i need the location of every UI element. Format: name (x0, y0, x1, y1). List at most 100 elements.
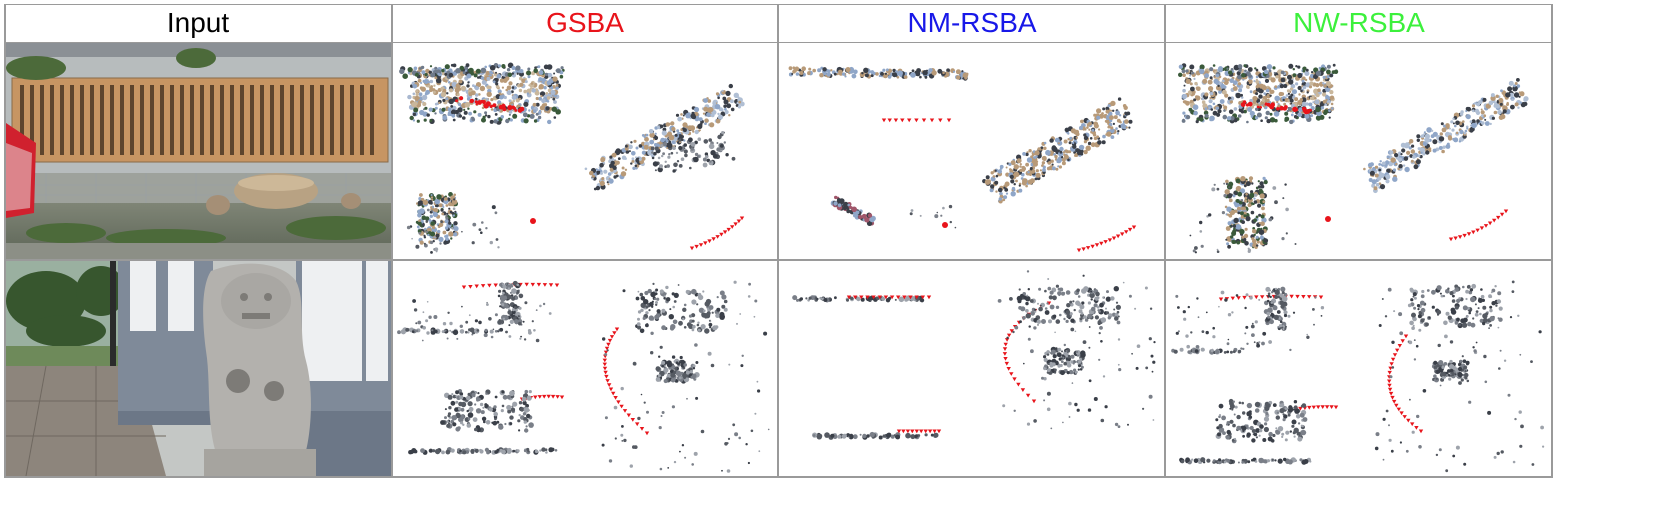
point (807, 71, 811, 76)
point (1498, 306, 1503, 311)
point (514, 319, 519, 325)
point (1274, 118, 1278, 123)
point (1244, 199, 1248, 203)
point (1246, 120, 1249, 124)
recon-lion-nw-rsba (1166, 261, 1552, 476)
point (472, 417, 478, 422)
point (1034, 150, 1040, 156)
point (1237, 461, 1240, 464)
point (1519, 444, 1523, 448)
point (1059, 150, 1063, 154)
point (1413, 164, 1419, 170)
point (487, 114, 491, 119)
point (660, 415, 663, 417)
point (1502, 105, 1508, 111)
point (668, 153, 671, 156)
point (1384, 160, 1390, 165)
point (667, 467, 670, 469)
point (733, 92, 739, 98)
camera-pose-marker (1004, 338, 1010, 342)
point (480, 99, 484, 103)
point (1004, 188, 1009, 192)
point (1222, 89, 1227, 95)
point (1116, 320, 1121, 325)
point (1208, 213, 1212, 217)
point (1294, 408, 1300, 414)
point (1412, 292, 1417, 297)
point (1134, 307, 1137, 310)
point (456, 93, 460, 97)
point (1489, 308, 1493, 313)
point (1060, 155, 1064, 159)
camera-pose-marker (902, 295, 907, 300)
point (1185, 69, 1189, 73)
point (606, 181, 609, 184)
point (1090, 290, 1093, 293)
camera-pose-marker (694, 244, 699, 249)
camera-pose-marker (602, 358, 607, 363)
point (419, 208, 425, 214)
point (518, 321, 522, 326)
point (1018, 288, 1021, 291)
point (1464, 129, 1468, 133)
point (754, 412, 757, 415)
camera-pose-marker (896, 295, 901, 300)
point (737, 105, 742, 109)
point (1120, 123, 1126, 129)
point (1102, 107, 1106, 111)
point (1455, 445, 1460, 450)
point (1263, 92, 1266, 95)
point (502, 291, 505, 295)
point (1447, 136, 1453, 141)
point (1098, 128, 1101, 131)
camera-pose-marker (1329, 405, 1334, 409)
point (962, 72, 969, 78)
point (910, 434, 916, 440)
point (1238, 88, 1243, 93)
point (415, 89, 419, 93)
point (1468, 290, 1473, 295)
point (1280, 70, 1285, 75)
point (1287, 459, 1293, 465)
point (650, 291, 656, 298)
point (1105, 311, 1110, 315)
point (656, 297, 660, 301)
point (517, 108, 522, 113)
point (1201, 100, 1206, 104)
point (685, 289, 690, 294)
point (1227, 221, 1232, 226)
point (441, 71, 445, 76)
point (1077, 295, 1081, 298)
point (432, 449, 436, 453)
point (521, 396, 527, 402)
point (875, 72, 879, 76)
point (692, 364, 696, 368)
point (897, 70, 903, 76)
point (1068, 141, 1072, 145)
point-cloud-lion-nw-rsba (1171, 280, 1545, 473)
point (1443, 362, 1448, 366)
point (1416, 134, 1421, 139)
point (546, 100, 550, 103)
point (1379, 184, 1386, 190)
point (863, 67, 869, 73)
point (541, 447, 546, 452)
point (1240, 347, 1243, 350)
point (460, 407, 465, 412)
point (691, 463, 694, 466)
point (1468, 311, 1471, 315)
point (1209, 115, 1215, 122)
point (936, 211, 939, 214)
camera-pose-marker (546, 394, 551, 399)
point (643, 144, 649, 150)
point (1237, 206, 1241, 211)
point (1404, 166, 1410, 173)
point (1212, 64, 1216, 67)
point (497, 319, 503, 325)
point (1253, 197, 1256, 200)
point (601, 177, 604, 181)
point (1480, 108, 1483, 111)
point (438, 203, 443, 208)
camera-pose-marker (1394, 403, 1399, 408)
point (1456, 317, 1460, 322)
